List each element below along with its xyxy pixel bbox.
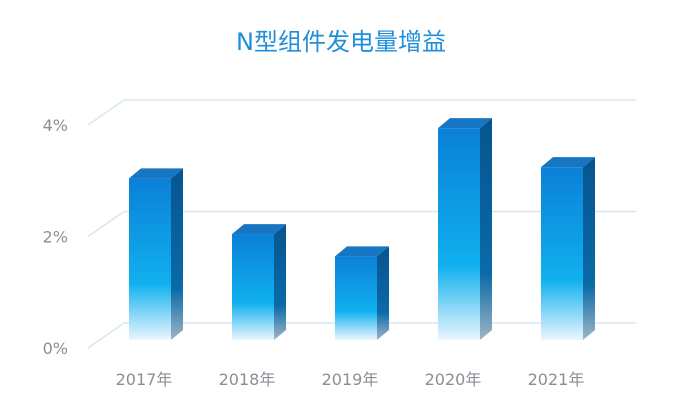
x-category-label: 2017年 (116, 370, 173, 389)
gridline-diagonal (87, 99, 125, 126)
gridline-diagonal (87, 322, 125, 349)
bar (232, 224, 286, 340)
x-category-label: 2021年 (528, 370, 585, 389)
y-tick-label: 0% (43, 339, 68, 358)
bar-side (274, 224, 286, 340)
bar (129, 168, 183, 340)
x-category-label: 2020年 (425, 370, 482, 389)
y-tick-label: 4% (43, 116, 68, 135)
bar (335, 246, 389, 340)
bar-top (129, 168, 183, 179)
bar-front (129, 178, 171, 340)
gridline-diagonal (87, 210, 125, 238)
x-axis-categories: 2017年 2018年 2019年 2020年 2021年 (116, 370, 585, 389)
bar (541, 157, 595, 340)
x-category-label: 2019年 (322, 370, 379, 389)
bar-front (438, 128, 480, 340)
bar-front (541, 167, 583, 340)
bar-side (171, 168, 183, 340)
bar-top (541, 157, 595, 168)
x-category-label: 2018年 (219, 370, 276, 389)
bars (129, 118, 595, 341)
bar (438, 118, 492, 341)
bar-top (335, 246, 389, 257)
bar-top (232, 224, 286, 235)
y-axis-ticks: 0% 2% 4% (43, 116, 68, 358)
chart-title: N型组件发电量增益 (236, 28, 446, 56)
bar-front (335, 256, 377, 340)
bar-side (377, 246, 389, 340)
bar-front (232, 234, 274, 340)
bar-side (480, 118, 492, 341)
bar-top (438, 118, 492, 129)
bar-side (583, 157, 595, 340)
y-tick-label: 2% (43, 228, 68, 247)
